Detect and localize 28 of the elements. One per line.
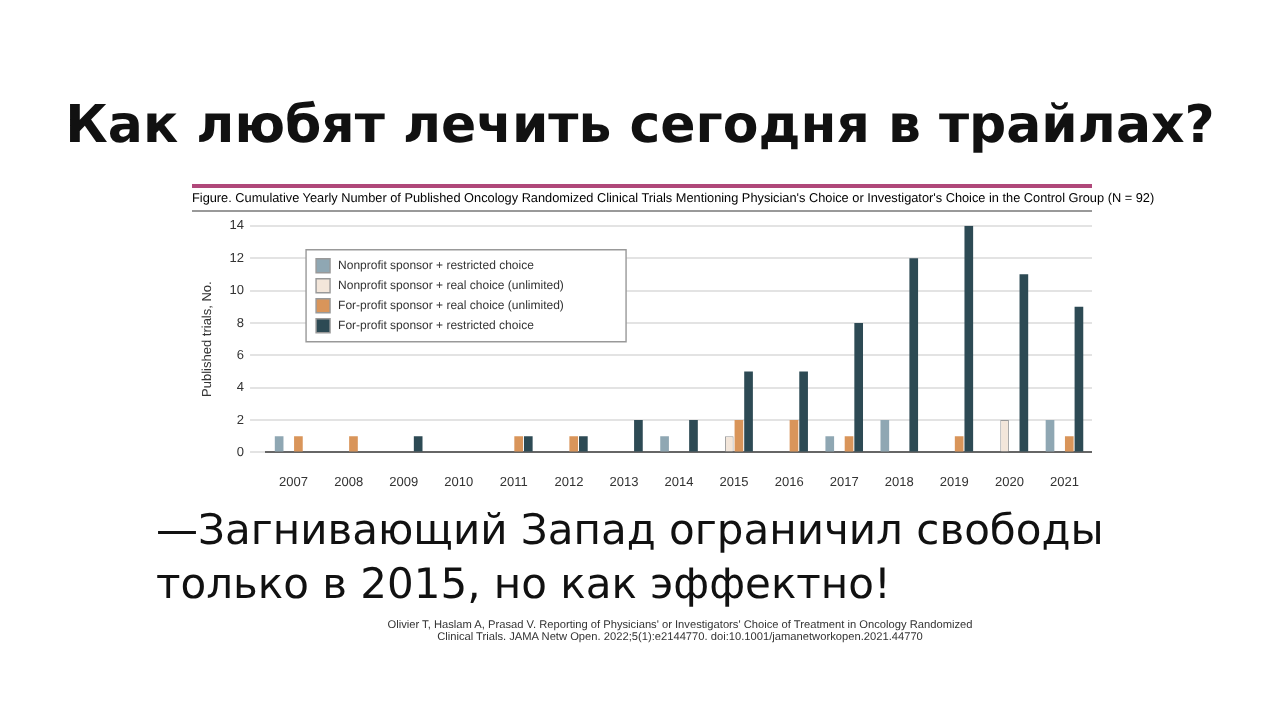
bar [734, 420, 744, 452]
bar [660, 436, 669, 452]
bar [523, 436, 533, 452]
bar [514, 436, 523, 452]
bar [825, 436, 835, 452]
bar [964, 225, 974, 452]
bar [799, 371, 808, 452]
bar [294, 436, 303, 452]
bar [634, 420, 643, 452]
text: —Загнивающий Запад ограничил свободы только в 2015, но как эффектно! [156, 504, 1106, 612]
bar [954, 436, 964, 452]
bar [1045, 420, 1055, 452]
bar [1074, 306, 1084, 452]
bar [413, 436, 423, 452]
bar [274, 436, 284, 452]
bar [689, 420, 698, 452]
bar [1064, 436, 1074, 452]
bar [744, 371, 753, 452]
bar [854, 322, 864, 452]
bar [579, 436, 588, 452]
bar [880, 420, 890, 452]
bar [1019, 274, 1029, 452]
bar [909, 258, 919, 452]
text: Как любят лечить сегодня в трайлах? [63, 96, 1217, 156]
bar [789, 420, 799, 452]
bar [569, 436, 579, 452]
bar [844, 436, 854, 452]
bar [349, 436, 358, 452]
